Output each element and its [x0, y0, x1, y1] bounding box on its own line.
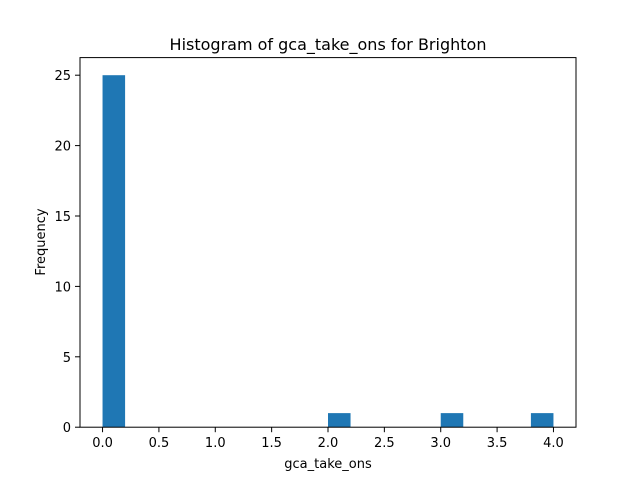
histogram-bar-2 — [440, 413, 464, 428]
x-tick-label-0: 0.0 — [92, 436, 113, 451]
y-tick-label-0: 0 — [63, 421, 71, 436]
histogram-bar-3 — [530, 413, 554, 428]
x-tick-label-2: 1.0 — [205, 436, 226, 451]
x-tick-label-5: 2.5 — [374, 436, 395, 451]
x-tick-label-7: 3.5 — [487, 436, 508, 451]
histogram-bar-0 — [102, 75, 126, 428]
x-tick-label-3: 1.5 — [261, 436, 282, 451]
x-axis-label: gca_take_ons — [284, 457, 372, 472]
histogram-bar-1 — [328, 413, 351, 428]
y-tick-label-5: 25 — [54, 69, 71, 84]
y-tick-label-2: 10 — [54, 280, 71, 295]
plot-frame — [79, 57, 577, 428]
y-axis-ticks: 0 5 10 15 20 25 — [54, 69, 80, 436]
x-tick-label-8: 4.0 — [543, 436, 564, 451]
y-tick-label-1: 5 — [63, 351, 71, 366]
x-tick-label-1: 0.5 — [149, 436, 170, 451]
x-tick-label-6: 3.0 — [430, 436, 451, 451]
x-tick-label-4: 2.0 — [318, 436, 339, 451]
x-axis-ticks: 0.0 0.5 1.0 1.5 2.0 2.5 3.0 3.5 4.0 — [92, 427, 564, 451]
y-tick-label-4: 20 — [54, 140, 71, 155]
y-tick-label-3: 15 — [54, 210, 71, 225]
bars-group — [102, 75, 554, 428]
y-axis-label: Frequency — [34, 208, 49, 275]
chart-title: Histogram of gca_take_ons for Brighton — [170, 35, 487, 55]
